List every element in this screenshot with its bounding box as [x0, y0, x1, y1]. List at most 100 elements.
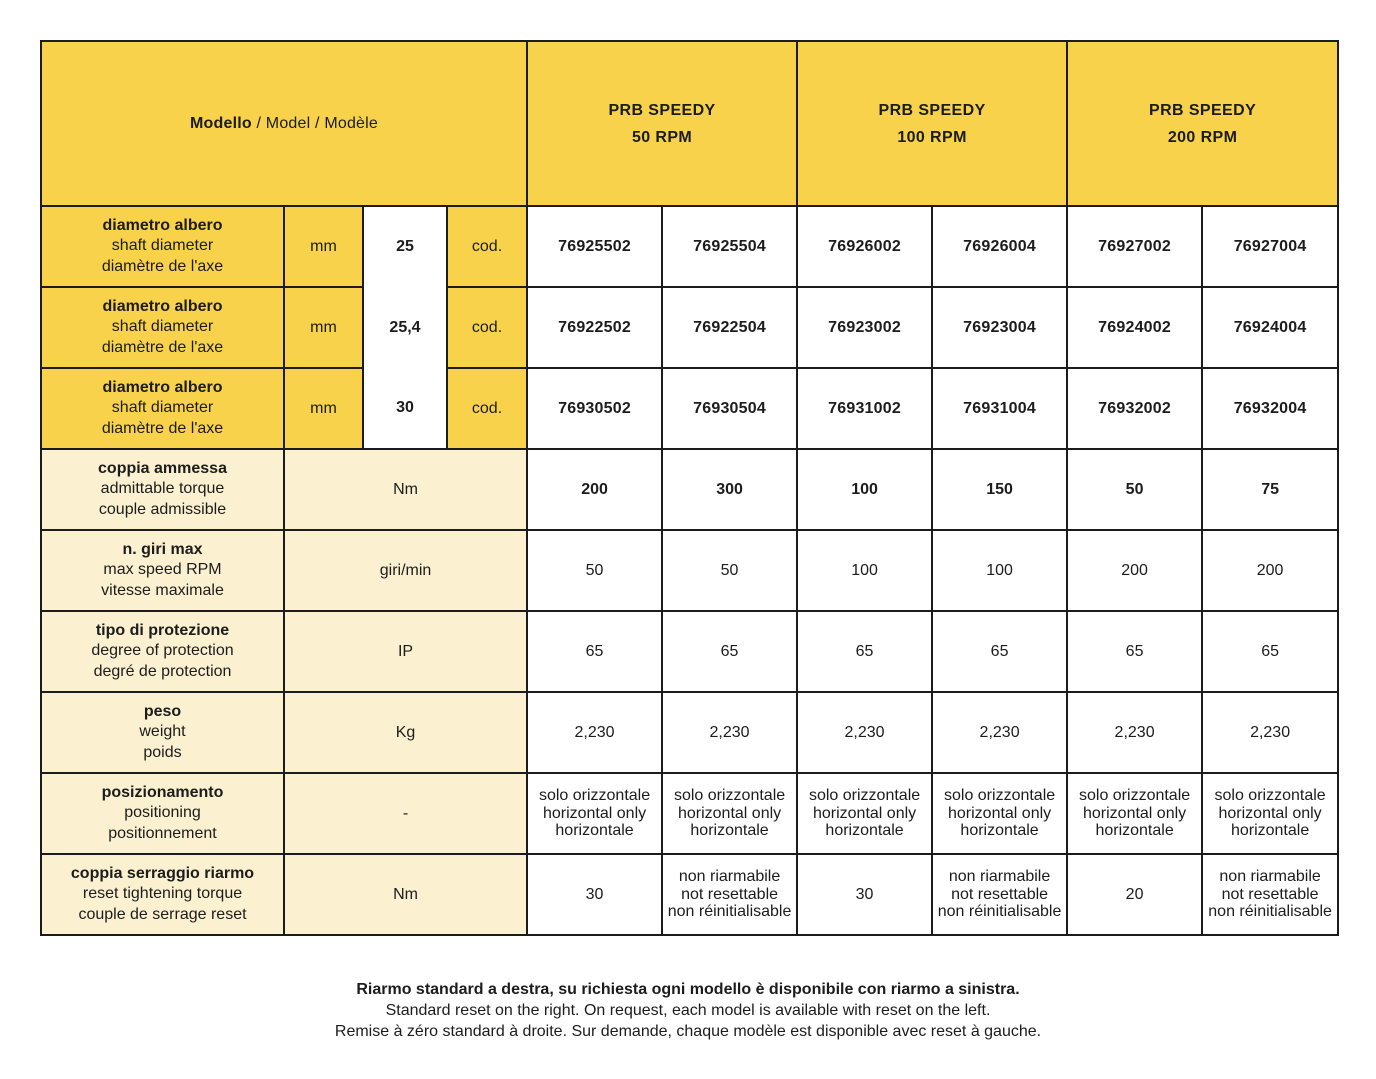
spec-value: 2,230: [796, 691, 934, 774]
spec-value: 200: [1066, 529, 1204, 612]
label-it: diametro albero: [102, 378, 223, 396]
shaft-diameter-label: diametro albero shaft diameter diamètre …: [40, 367, 285, 450]
weight-row: peso weight poids Kg 2,230 2,230 2,230 2…: [40, 691, 1340, 774]
shaft-diameter-label: diametro albero shaft diameter diamètre …: [40, 205, 285, 288]
product-rpm: 50 RPM: [631, 128, 693, 146]
shaft-diameter-value: 25: [362, 205, 448, 287]
cod-label: cod.: [445, 286, 529, 369]
unit-cell: mm: [283, 367, 364, 450]
spec-value: 2,230: [931, 691, 1069, 774]
product-header-prb-speedy-200: PRB SPEEDY 200 RPM: [1066, 40, 1340, 207]
weight-label: peso weight poids: [40, 691, 285, 774]
shaft-diameter-row-25-4: diametro albero shaft diameter diamètre …: [40, 286, 1340, 369]
cod-label: cod.: [445, 367, 529, 450]
spec-value: 65: [526, 610, 664, 693]
product-code: 76931002: [796, 367, 934, 450]
spec-value: non riarmabile not resettable non réinitia…: [661, 853, 799, 936]
product-code: 76930502: [526, 367, 664, 450]
label-en: reset tightening torque: [82, 885, 243, 903]
spec-value: 65: [661, 610, 799, 693]
admittable-torque-label: coppia ammessa admittable torque couple …: [40, 448, 285, 531]
reset-torque-label: coppia serraggio riarmo reset tightening…: [40, 853, 285, 936]
spec-value: solo orizzontale horizontal only horizonta…: [1201, 772, 1340, 855]
product-rpm: 100 RPM: [897, 128, 967, 146]
label-fr: diamètre de l'axe: [101, 338, 224, 356]
label-fr: couple admissible: [98, 500, 227, 518]
label-it: diametro albero: [102, 216, 223, 234]
footer-note-it: Riarmo standard a destra, su richiesta o…: [356, 981, 1020, 998]
product-specs-table: Modello / Model / Modèle PRB SPEEDY 50 R…: [39, 40, 1340, 936]
label-it: n. giri max: [122, 540, 203, 558]
product-code: 76922502: [526, 286, 664, 369]
spec-value: 50: [526, 529, 664, 612]
label-fr: diamètre de l'axe: [101, 419, 224, 437]
label-it: diametro albero: [102, 297, 223, 315]
max-speed-row: n. giri max max speed RPM vitesse maxima…: [40, 529, 1340, 612]
footer-note: Riarmo standard a destra, su richiesta o…: [0, 979, 1376, 1042]
unit-cell: mm: [283, 205, 364, 288]
unit-cell: mm: [283, 286, 364, 369]
product-code: 76924004: [1201, 286, 1340, 369]
footer-note-en: Standard reset on the right. On request,…: [385, 1002, 991, 1019]
shaft-diameter-value: 25,4: [362, 287, 448, 368]
spec-value: 100: [931, 529, 1069, 612]
spec-value: 50: [661, 529, 799, 612]
label-it: posizionamento: [101, 783, 224, 801]
model-title-en-fr: / Model / Modèle: [251, 114, 379, 132]
shaft-diameter-row-25: diametro albero shaft diameter diamètre …: [40, 205, 1340, 288]
product-code: 76930504: [661, 367, 799, 450]
spec-value: 200: [1201, 529, 1340, 612]
label-it: coppia serraggio riarmo: [70, 864, 255, 882]
product-code: 76923004: [931, 286, 1069, 369]
spec-value: 100: [796, 529, 934, 612]
product-name: PRB SPEEDY: [1149, 101, 1257, 119]
label-it: peso: [143, 702, 182, 720]
spec-value: 2,230: [1066, 691, 1204, 774]
label-fr: positionnement: [108, 824, 217, 842]
unit-cell: Nm: [282, 448, 529, 531]
spec-value: 65: [1066, 610, 1204, 693]
label-fr: diamètre de l'axe: [101, 257, 224, 275]
label-en: max speed RPM: [103, 561, 222, 579]
product-code: 76931004: [931, 367, 1069, 450]
spec-value: non riarmabile not resettable non réinitia…: [931, 853, 1069, 936]
unit-cell: IP: [282, 610, 529, 693]
product-code: 76932004: [1201, 367, 1340, 450]
spec-value: 200: [526, 448, 664, 531]
spec-value: 50: [1066, 448, 1204, 531]
spec-value: 2,230: [1201, 691, 1340, 774]
spec-value: 300: [661, 448, 799, 531]
max-speed-label: n. giri max max speed RPM vitesse maxima…: [40, 529, 285, 612]
label-en: shaft diameter: [111, 399, 214, 417]
label-it: tipo di protezione: [95, 621, 230, 639]
spec-value: 150: [931, 448, 1069, 531]
label-fr: poids: [143, 743, 182, 761]
spec-value: solo orizzontale horizontal only horizonta…: [661, 772, 799, 855]
spec-value: solo orizzontale horizontal only horizonta…: [526, 772, 664, 855]
spec-value: 65: [931, 610, 1069, 693]
product-code: 76927002: [1066, 205, 1204, 288]
product-name: PRB SPEEDY: [608, 101, 716, 119]
model-title-it: Modello: [190, 114, 252, 132]
spec-value: 2,230: [661, 691, 799, 774]
footer-note-fr: Remise à zéro standard à droite. Sur dem…: [334, 1023, 1042, 1040]
header-row: Modello / Model / Modèle PRB SPEEDY 50 R…: [39, 40, 1340, 207]
spec-value: 65: [796, 610, 934, 693]
product-code: 76925504: [661, 205, 799, 288]
shaft-diameter-value: 30: [362, 368, 448, 450]
shaft-diameter-row-30: diametro albero shaft diameter diamètre …: [40, 367, 1340, 450]
product-code: 76926002: [796, 205, 934, 288]
product-code: 76924002: [1066, 286, 1204, 369]
spec-value: 30: [796, 853, 934, 936]
product-code: 76923002: [796, 286, 934, 369]
shaft-diameter-label: diametro albero shaft diameter diamètre …: [40, 286, 285, 369]
cod-label: cod.: [445, 205, 529, 288]
reset-torque-row: coppia serraggio riarmo reset tightening…: [40, 853, 1340, 936]
spec-value: 65: [1201, 610, 1340, 693]
model-header-cell: Modello / Model / Modèle: [39, 40, 529, 207]
spec-value: 20: [1066, 853, 1204, 936]
spec-value: non riarmabile not resettable non réinitia…: [1201, 853, 1340, 936]
label-fr: couple de serrage reset: [78, 905, 247, 923]
product-code: 76932002: [1066, 367, 1204, 450]
spec-value: 30: [526, 853, 664, 936]
